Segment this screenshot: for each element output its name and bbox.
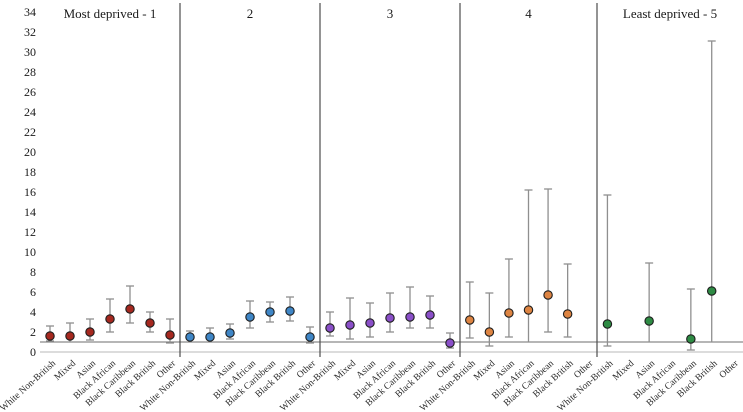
data-point [686, 334, 696, 344]
data-point [125, 304, 135, 314]
y-axis-tick-label: 22 [24, 125, 36, 139]
data-point [185, 332, 195, 342]
x-category-label: White Non-British [0, 359, 58, 412]
data-point [405, 312, 415, 322]
panel-header-label: Least deprived - 5 [623, 6, 717, 21]
y-axis-tick-label: 30 [24, 45, 36, 59]
y-axis-tick-label: 10 [24, 245, 36, 259]
data-point [425, 310, 435, 320]
panel-header-label: 3 [387, 6, 394, 21]
data-point [602, 319, 613, 329]
panel-header-label: 2 [247, 6, 254, 21]
data-point [245, 312, 255, 322]
data-point [484, 327, 495, 337]
data-point [265, 307, 275, 317]
data-point [225, 328, 235, 338]
data-point [85, 327, 95, 337]
data-point [165, 330, 175, 340]
y-axis-tick-label: 0 [30, 345, 36, 359]
data-point [445, 338, 455, 348]
y-axis-tick-label: 6 [30, 285, 36, 299]
y-axis-tick-label: 20 [24, 145, 36, 159]
y-axis-tick-label: 4 [30, 305, 36, 319]
y-axis-tick-label: 16 [24, 185, 36, 199]
y-axis-tick-label: 14 [24, 205, 36, 219]
data-point [105, 314, 115, 324]
y-axis-tick-label: 32 [24, 25, 36, 39]
y-axis-tick-label: 24 [24, 105, 36, 119]
y-axis-tick-label: 26 [24, 85, 36, 99]
y-axis-tick-label: 34 [24, 5, 36, 19]
y-axis-tick-label: 18 [24, 165, 36, 179]
y-axis-tick-label: 2 [30, 325, 36, 339]
y-axis-tick-label: 8 [30, 265, 36, 279]
data-point [385, 313, 395, 323]
y-axis-tick-label: 12 [24, 225, 36, 239]
x-category-label: Mixed [333, 359, 358, 383]
data-point [145, 318, 155, 328]
y-axis-tick-label: 28 [24, 65, 36, 79]
data-point [45, 331, 55, 341]
data-point [465, 315, 475, 325]
data-point [305, 332, 315, 342]
data-point [644, 316, 654, 326]
x-category-label: Mixed [472, 359, 497, 383]
data-point [345, 320, 355, 330]
data-point [325, 323, 335, 333]
data-point [504, 308, 514, 318]
x-category-label: Other [718, 358, 741, 380]
data-point [706, 286, 717, 296]
x-category-label: Mixed [611, 359, 636, 383]
x-category-label: Mixed [53, 359, 78, 383]
data-point [65, 331, 75, 341]
data-point [365, 318, 375, 328]
x-category-label: Mixed [193, 359, 218, 383]
data-point [523, 305, 534, 315]
panel-header-label: 4 [525, 6, 532, 21]
data-point [205, 332, 215, 342]
data-point [562, 309, 573, 319]
data-point [543, 290, 553, 300]
panel-header-label: Most deprived - 1 [64, 6, 157, 21]
data-point [285, 306, 295, 316]
